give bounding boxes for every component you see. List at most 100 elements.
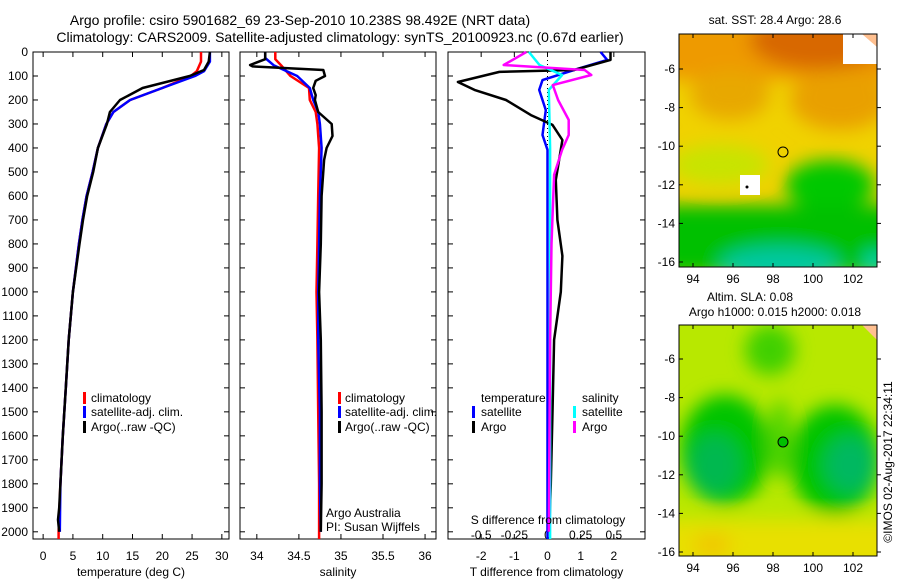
x-axis-label: temperature (deg C) bbox=[77, 565, 185, 579]
legend-label: Argo bbox=[481, 420, 507, 434]
legend-label: Argo bbox=[582, 420, 608, 434]
argo-location-marker bbox=[777, 436, 789, 448]
x-tick-label: 35 bbox=[334, 549, 348, 563]
lat-tick-label: -8 bbox=[664, 391, 675, 405]
lat-tick-label: -14 bbox=[658, 216, 676, 230]
lon-tick-label: 94 bbox=[686, 272, 700, 286]
lon-tick-label: 102 bbox=[843, 561, 863, 575]
credit-text: ©IMOS 02-Aug-2017 22:34:11 bbox=[881, 381, 895, 543]
lat-tick-label: -16 bbox=[658, 255, 676, 269]
x-tick-label: 20 bbox=[156, 549, 170, 563]
difference-legend: temperature satellite Argo salinity sate… bbox=[472, 391, 623, 434]
series-climatology bbox=[57, 52, 203, 539]
temperature-frame bbox=[32, 51, 230, 540]
depth-tick-label: 1400 bbox=[1, 381, 28, 395]
s-axis-label: S difference from climatology bbox=[471, 513, 626, 527]
x-tick-label: 35.5 bbox=[371, 549, 395, 563]
annotation-argo-australia: Argo Australia bbox=[326, 506, 401, 520]
legend-swatch-satellite bbox=[83, 406, 86, 418]
legend-heading-temperature: temperature bbox=[481, 391, 546, 405]
lat-tick-label: -6 bbox=[664, 352, 675, 366]
depth-tick-label: 600 bbox=[8, 189, 28, 203]
x-tick-label: -1 bbox=[509, 549, 520, 563]
legend-swatch-t-satellite bbox=[472, 406, 475, 418]
legend-label: satellite bbox=[582, 405, 623, 419]
x-axis-label: salinity bbox=[320, 565, 357, 579]
x-tick-label: 30 bbox=[215, 549, 229, 563]
argo-location-marker bbox=[777, 146, 789, 158]
legend-label: satellite bbox=[481, 405, 522, 419]
depth-tick-label: 1100 bbox=[2, 309, 28, 323]
sst-map: sat. SST: 28.4 Argo: 28.6 94 96 98 100 102 -6… bbox=[658, 13, 881, 286]
depth-tick-label: 200 bbox=[8, 93, 28, 107]
depth-tick-label: 1300 bbox=[1, 357, 28, 371]
depth-tick-label: 700 bbox=[8, 213, 28, 227]
salinity-legend: climatology satellite-adj. clim. Argo(..… bbox=[338, 391, 437, 434]
legend-label: satellite-adj. clim. bbox=[345, 405, 437, 419]
sst-map-frame bbox=[678, 33, 878, 268]
panel-difference: -2 -1 0 1 2 T difference from climatology -0.5… bbox=[447, 50, 646, 579]
legend-label: climatology bbox=[91, 391, 151, 405]
lon-tick-label: 100 bbox=[803, 561, 823, 575]
depth-tick-label: 1900 bbox=[1, 501, 28, 515]
series-argo bbox=[248, 52, 334, 532]
lat-tick-label: -10 bbox=[658, 139, 676, 153]
depth-tick-label: 2000 bbox=[1, 525, 28, 539]
depth-tick-label: 100 bbox=[8, 69, 28, 83]
depth-tick-label: 900 bbox=[8, 261, 28, 275]
x-tick-label: 0 bbox=[544, 549, 551, 563]
x-tick-label: 1 bbox=[577, 549, 584, 563]
depth-tick-label: 500 bbox=[8, 165, 28, 179]
x-tick-label: 15 bbox=[126, 549, 140, 563]
depth-tick-label: 300 bbox=[8, 117, 28, 131]
lon-tick-label: 100 bbox=[803, 272, 823, 286]
legend-label: Argo(..raw -QC) bbox=[91, 420, 176, 434]
lon-tick-label: 96 bbox=[726, 272, 740, 286]
series-satellite-adj-clim- bbox=[58, 52, 212, 532]
lon-tick-label: 98 bbox=[766, 561, 780, 575]
legend-swatch-s-satellite bbox=[573, 406, 576, 418]
depth-tick-label: 800 bbox=[8, 237, 28, 251]
legend-heading-salinity: salinity bbox=[582, 391, 619, 405]
depth-tick-label: 1700 bbox=[1, 453, 28, 467]
legend-swatch-climatology bbox=[338, 392, 341, 404]
lon-tick-label: 102 bbox=[843, 272, 863, 286]
series-argo bbox=[56, 51, 212, 532]
s-tick-label: -0.5 bbox=[471, 528, 492, 542]
sla-map: Altim. SLA: 0.08 Argo h1000: 0.015 h2000… bbox=[658, 290, 881, 575]
depth-tick-label: 0 bbox=[21, 45, 28, 59]
s-tick-label: 0.5 bbox=[605, 528, 622, 542]
x-tick-label: 5 bbox=[70, 549, 77, 563]
x-axis-label: T difference from climatology bbox=[470, 565, 624, 579]
lat-tick-label: -8 bbox=[664, 101, 675, 115]
x-tick-label: -2 bbox=[476, 549, 487, 563]
annotation-pi: PI: Susan Wijffels bbox=[326, 520, 420, 534]
x-tick-label: 2 bbox=[610, 549, 617, 563]
sla-map-title-line2: Argo h1000: 0.015 h2000: 0.018 bbox=[689, 305, 861, 319]
sla-map-title-line1: Altim. SLA: 0.08 bbox=[707, 290, 793, 304]
lat-tick-label: -16 bbox=[658, 545, 676, 559]
depth-tick-label: 1200 bbox=[1, 333, 28, 347]
lon-tick-label: 94 bbox=[686, 561, 700, 575]
figure-title-line1: Argo profile: csiro 5901682_69 23-Sep-20… bbox=[70, 12, 530, 28]
panel-salinity: 34 34.5 35 35.5 36 salinity bbox=[239, 51, 437, 579]
sst-map-title: sat. SST: 28.4 Argo: 28.6 bbox=[709, 13, 842, 27]
lat-tick-label: -6 bbox=[664, 62, 675, 76]
lon-tick-label: 98 bbox=[766, 272, 780, 286]
legend-swatch-t-argo bbox=[472, 421, 475, 433]
series-satellite-adj-clim- bbox=[263, 52, 323, 532]
x-tick-label: 10 bbox=[96, 549, 110, 563]
salinity-frame bbox=[239, 51, 437, 540]
s-tick-label: 0.25 bbox=[569, 528, 593, 542]
x-tick-label: 0 bbox=[40, 549, 47, 563]
x-tick-label: 34.5 bbox=[287, 549, 311, 563]
depth-tick-label: 1500 bbox=[1, 405, 28, 419]
depth-tick-label: 1000 bbox=[1, 285, 28, 299]
depth-tick-label: 400 bbox=[8, 141, 28, 155]
figure-title-line2: Climatology: CARS2009. Satellite-adjuste… bbox=[56, 29, 623, 45]
lat-tick-label: -12 bbox=[658, 178, 676, 192]
legend-swatch-s-argo bbox=[573, 421, 576, 433]
series-climatology bbox=[274, 52, 321, 539]
legend-swatch-climatology bbox=[83, 392, 86, 404]
series-s-satellite bbox=[527, 51, 564, 539]
